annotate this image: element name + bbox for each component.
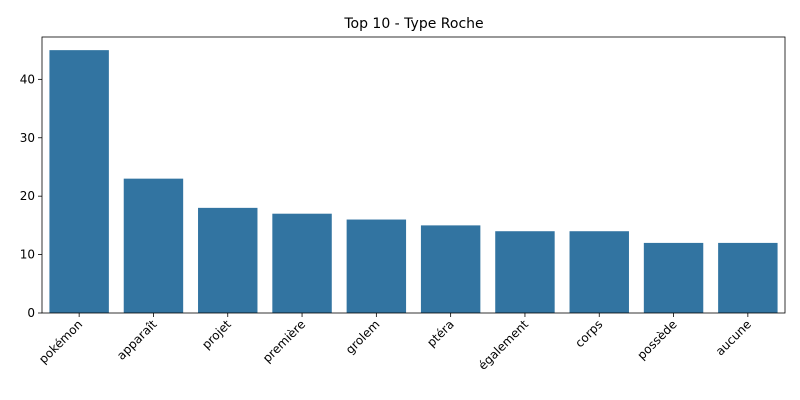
bar-7 bbox=[569, 231, 629, 313]
x-tick-label-5: ptéra bbox=[424, 317, 457, 350]
bars-group bbox=[49, 50, 778, 314]
x-tick-label-0: pokémon bbox=[36, 317, 85, 366]
x-tick-label-8: possède bbox=[635, 317, 680, 362]
bar-3 bbox=[272, 213, 332, 313]
plot-frame bbox=[41, 36, 786, 314]
bar-2 bbox=[198, 207, 258, 313]
x-tick-label-6: également bbox=[476, 317, 532, 373]
bar-9 bbox=[718, 242, 778, 313]
chart-title: Top 10 - Type Roche bbox=[343, 16, 483, 32]
y-tick-label-3: 30 bbox=[20, 131, 35, 145]
x-tick-label-3: première bbox=[260, 317, 308, 365]
bar-1 bbox=[123, 178, 184, 313]
x-tick-label-7: corps bbox=[572, 317, 605, 350]
y-tick-label-1: 10 bbox=[20, 248, 35, 262]
x-tick-label-4: grolem bbox=[343, 317, 383, 357]
bar-5 bbox=[420, 225, 481, 313]
bar-8 bbox=[643, 242, 704, 313]
y-tick-label-0: 0 bbox=[27, 306, 35, 320]
y-tick-label-4: 40 bbox=[20, 72, 35, 86]
y-tick-label-2: 20 bbox=[20, 189, 35, 203]
bar-6 bbox=[495, 231, 555, 313]
x-tick-label-9: aucune bbox=[713, 317, 754, 358]
bar-4 bbox=[346, 219, 407, 313]
bar-0 bbox=[49, 50, 109, 314]
y-axis: 0 10 20 30 40 bbox=[20, 72, 42, 320]
x-axis: pokémon apparaît projet première grolem ptéra… bbox=[36, 313, 754, 373]
x-tick-label-2: projet bbox=[199, 317, 234, 352]
x-tick-label-1: apparaît bbox=[114, 317, 160, 363]
